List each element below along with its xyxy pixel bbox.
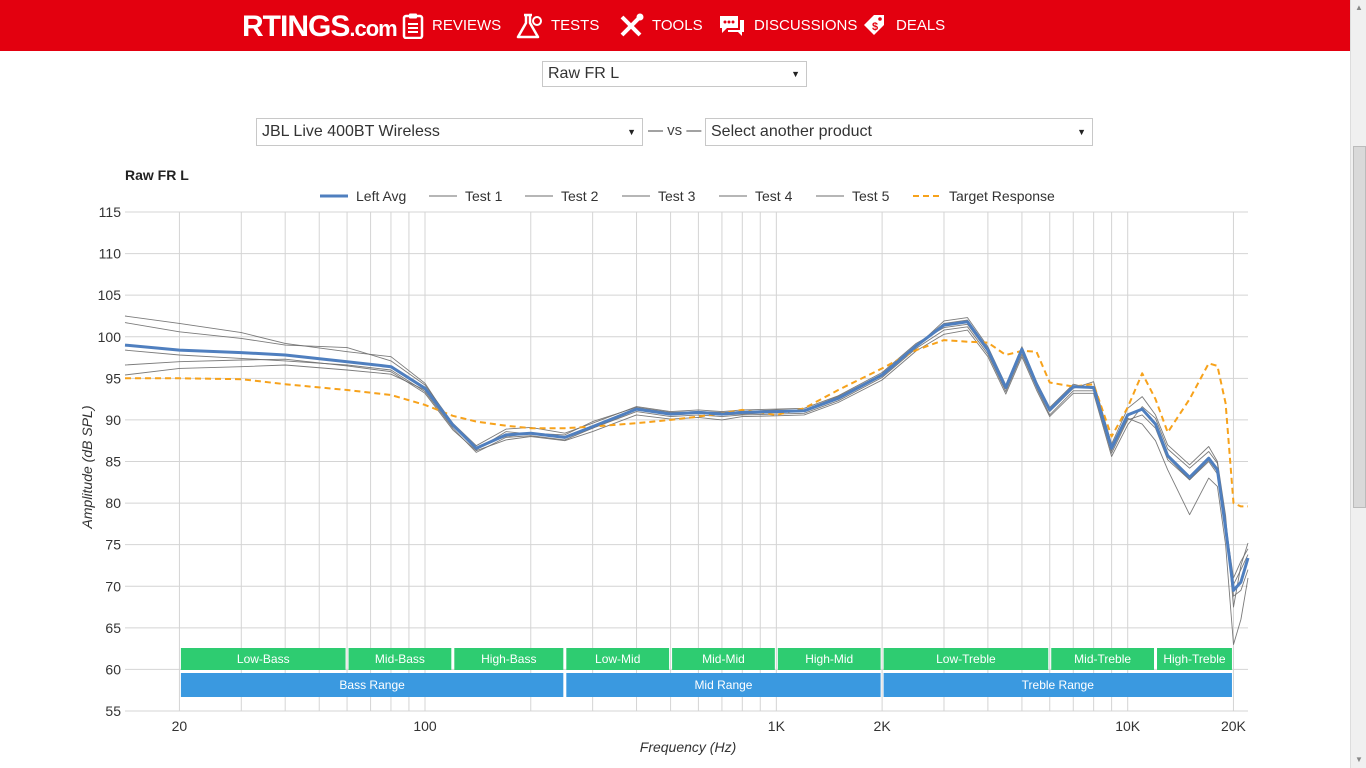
x-tick-label: 1K xyxy=(768,718,786,734)
series-line-test-3 xyxy=(124,326,1249,579)
nav-discussions-label: Discussions xyxy=(754,17,858,34)
band-bass-range-label: Bass Range xyxy=(339,678,405,692)
band-low-bass xyxy=(180,648,346,670)
legend-item-label: Test 4 xyxy=(755,188,793,204)
legend-item-label: Test 5 xyxy=(852,188,890,204)
band-low-mid xyxy=(566,648,670,670)
x-tick-label: 100 xyxy=(413,718,437,734)
chart-title: Raw FR L xyxy=(125,167,189,183)
scroll-up-icon[interactable]: ▲ xyxy=(1355,3,1363,12)
scrollbar-thumb[interactable] xyxy=(1353,146,1366,508)
chevron-down-icon: ▼ xyxy=(791,69,800,79)
product-select-value: JBL Live 400BT Wireless xyxy=(262,123,440,140)
svg-text:$: $ xyxy=(872,21,878,33)
legend-item-label: Target Response xyxy=(949,188,1055,204)
legend-item-label: Test 3 xyxy=(658,188,696,204)
y-tick-label: 100 xyxy=(98,329,122,345)
nav-reviews-label: Reviews xyxy=(432,17,502,34)
x-tick-label: 20 xyxy=(172,718,188,734)
band-treble-range xyxy=(883,673,1232,697)
site-logo[interactable]: RTINGS.com xyxy=(242,10,398,43)
compare-product-placeholder: Select another product xyxy=(711,123,872,140)
band-mid-mid xyxy=(672,648,775,670)
chat-icon xyxy=(720,15,744,36)
graph-type-value: Raw FR L xyxy=(548,65,620,82)
band-high-bass xyxy=(454,648,564,670)
y-tick-label: 110 xyxy=(99,246,122,262)
nav-reviews[interactable]: Reviews xyxy=(402,0,501,51)
band-mid-bass-label: Mid-Bass xyxy=(375,652,425,666)
y-tick-label: 75 xyxy=(105,537,121,553)
vs-separator: — vs — xyxy=(648,122,702,139)
product-select[interactable]: JBL Live 400BT Wireless ▼ xyxy=(256,118,643,146)
nav-tests[interactable]: Tests xyxy=(515,0,599,51)
flask-icon xyxy=(516,13,542,38)
band-low-bass-label: Low-Bass xyxy=(237,652,290,666)
legend-item-label: Test 1 xyxy=(465,188,503,204)
legend-item-label: Test 2 xyxy=(561,188,599,204)
band-high-bass-label: High-Bass xyxy=(481,652,536,666)
nav-tests-label: Tests xyxy=(551,17,600,34)
frequency-bands: Low-Bass Mid-Bass High-Bass Low-Mid Mid-Mid H… xyxy=(180,648,1232,697)
nav-discussions[interactable]: Discussions xyxy=(718,0,857,51)
chart-series xyxy=(124,315,1250,645)
y-tick-label: 60 xyxy=(105,661,121,677)
x-axis-label: Frequency (Hz) xyxy=(640,739,736,755)
y-tick-label: 80 xyxy=(105,495,121,511)
legend-item-label: Left Avg xyxy=(356,188,406,204)
band-low-treble xyxy=(883,648,1049,670)
top-navigation-bar: RTINGS.com Reviews Tests Tools Discussio… xyxy=(0,0,1350,51)
y-tick-label: 65 xyxy=(105,620,121,636)
y-tick-label: 105 xyxy=(98,287,122,303)
band-mid-treble xyxy=(1051,648,1155,670)
band-high-treble xyxy=(1157,648,1232,670)
y-tick-label: 95 xyxy=(105,370,121,386)
nav-tools-label: Tools xyxy=(652,17,703,34)
compare-product-select[interactable]: Select another product ▼ xyxy=(705,118,1093,146)
y-axis-label: Amplitude (dB SPL) xyxy=(79,406,95,530)
page-scrollbar[interactable]: ▲ ▼ xyxy=(1350,0,1366,768)
series-line-test-4 xyxy=(124,329,1249,586)
nav-deals[interactable]: $ Deals xyxy=(862,0,945,51)
nav-tools[interactable]: Tools xyxy=(618,0,703,51)
band-mid-treble-label: Mid-Treble xyxy=(1074,652,1131,666)
chevron-down-icon: ▼ xyxy=(627,127,636,137)
clipboard-icon xyxy=(402,13,424,39)
tools-icon xyxy=(620,13,644,36)
chart-grid xyxy=(125,211,1248,712)
y-tick-label: 70 xyxy=(105,578,121,594)
graph-type-select[interactable]: Raw FR L ▼ xyxy=(542,61,807,87)
band-bass-range xyxy=(180,673,564,697)
nav-deals-label: Deals xyxy=(896,17,946,34)
band-treble-range-label: Treble Range xyxy=(1022,678,1095,692)
x-tick-label: 2K xyxy=(874,718,892,734)
scroll-down-icon[interactable]: ▼ xyxy=(1355,755,1363,764)
band-mid-mid-label: Mid-Mid xyxy=(702,652,745,666)
chart-axes: 55 60 65 70 75 80 85 90 95 100 105 110 115 20 100 1K 2K 1… xyxy=(98,204,1247,734)
band-high-mid-label: High-Mid xyxy=(805,652,853,666)
band-low-treble-label: Low-Treble xyxy=(936,652,996,666)
band-mid-range xyxy=(566,673,881,697)
chart-legend: Left Avg Test 1 Test 2 Test 3 Test 4 Test 5 Ta… xyxy=(320,188,1055,204)
y-tick-label: 115 xyxy=(99,204,122,220)
series-line-target-response xyxy=(125,339,1248,508)
y-tick-label: 85 xyxy=(105,454,121,470)
band-low-mid-label: Low-Mid xyxy=(595,652,640,666)
chevron-down-icon: ▼ xyxy=(1077,127,1086,137)
y-tick-label: 90 xyxy=(105,412,121,428)
frequency-response-chart: Low-Bass Mid-Bass High-Bass Low-Mid Mid-Mid H… xyxy=(79,167,1250,755)
y-tick-label: 55 xyxy=(105,703,121,719)
band-mid-bass xyxy=(348,648,452,670)
x-tick-label: 20K xyxy=(1221,718,1247,734)
band-high-mid xyxy=(777,648,881,670)
x-tick-label: 10K xyxy=(1115,718,1141,734)
price-tag-icon: $ xyxy=(864,14,884,35)
band-mid-range-label: Mid Range xyxy=(694,678,752,692)
band-high-treble-label: High-Treble xyxy=(1163,652,1226,666)
series-line-left-avg xyxy=(124,320,1250,592)
